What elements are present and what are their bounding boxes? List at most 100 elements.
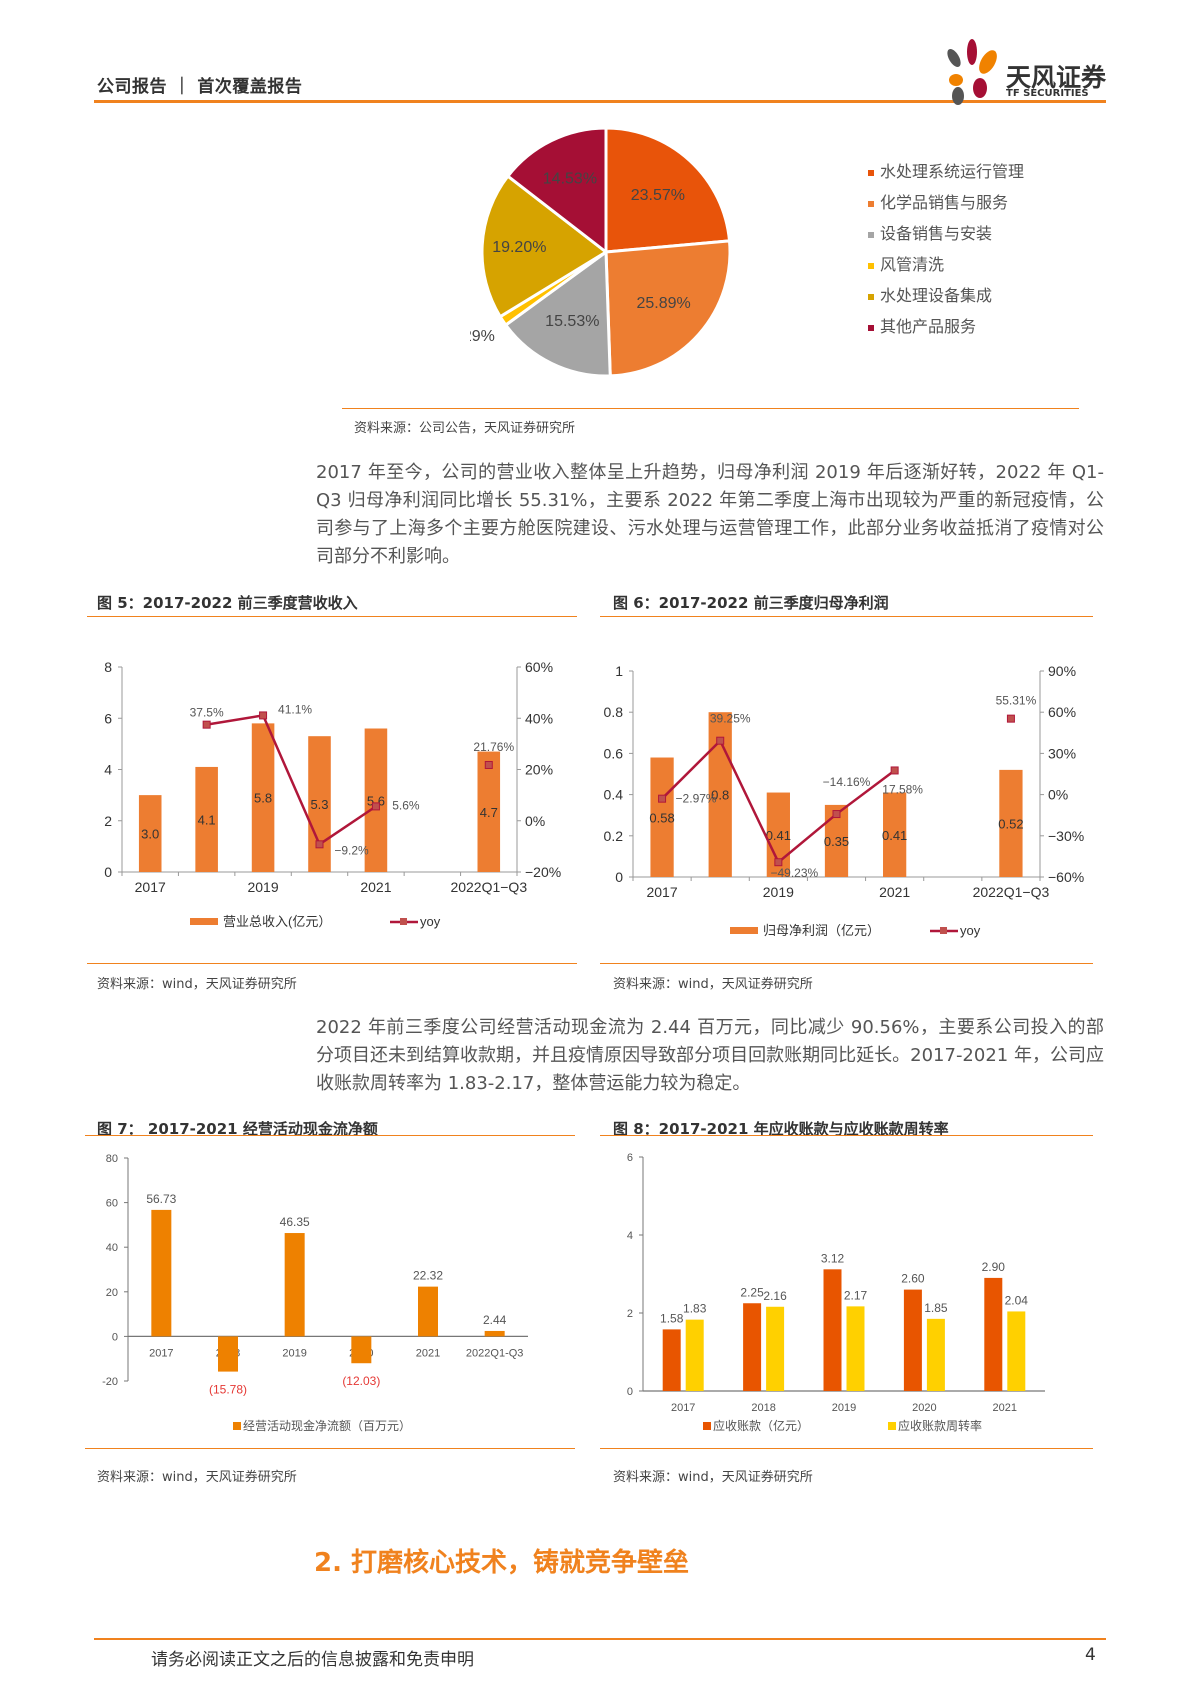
- bar: [743, 1303, 762, 1391]
- legend-label: 应收账款（亿元）: [713, 1418, 809, 1433]
- y-tick-label: 2: [104, 813, 112, 829]
- fig7-chart: -20020406080201756.732018(15.78)201946.3…: [102, 1153, 528, 1433]
- pie-slice: [604, 239, 732, 378]
- x-tick-label: 2017: [149, 1347, 173, 1359]
- x-tick-label: 2022Q1−Q3: [973, 884, 1050, 900]
- bar: [883, 792, 907, 877]
- fig6-source: 资料来源：wind，天风证券研究所: [613, 977, 813, 992]
- fig5-chart: 0 2 4 6 8 −20% 0% 20% 40% 60% 2017 3.0 4.1 2019 5.8 5.3…: [104, 659, 561, 929]
- fig6-title: 图 6：2017-2022 前三季度归母净利润: [613, 594, 889, 612]
- bar-value-label: 2.25: [740, 1285, 764, 1299]
- bar: [218, 1336, 238, 1372]
- pie-source: 资料来源：公司公告，天风证券研究所: [354, 421, 576, 436]
- yoy-value-label: 17.58%: [882, 782, 923, 796]
- bar: [195, 766, 218, 872]
- y2-tick-label: −60%: [1048, 869, 1084, 885]
- bar-value-label: (12.03): [342, 1374, 380, 1388]
- legend-swatch: [868, 324, 874, 331]
- bar-value-label: 1.58: [660, 1311, 684, 1325]
- y-tick-label: -20: [102, 1376, 118, 1388]
- y-tick-label: 2: [627, 1308, 633, 1320]
- yoy-marker: [371, 802, 380, 811]
- legend-swatch: [868, 231, 874, 238]
- x-tick-label: 2017: [646, 884, 677, 900]
- y-tick-label: 0: [104, 864, 112, 880]
- yoy-value-label: 55.31%: [996, 694, 1037, 708]
- bar-value-label: 0.41: [766, 828, 791, 843]
- legend-label: 经营活动现金净流额（百万元）: [243, 1418, 411, 1433]
- fig7-bottom-rule: [85, 1448, 575, 1449]
- bar-value-label: 5.8: [254, 791, 272, 806]
- y-tick-label: 0.8: [604, 704, 624, 720]
- bar: [251, 723, 275, 872]
- bar: [766, 1306, 785, 1391]
- y-tick-label: 40: [106, 1242, 118, 1254]
- yoy-value-label: 21.76%: [473, 740, 514, 754]
- fig6-bottom-rule: [600, 963, 1093, 964]
- x-tick-label: 2019: [832, 1402, 856, 1414]
- legend-label: 风管清洗: [880, 255, 945, 274]
- y2-tick-label: 60%: [1048, 704, 1076, 720]
- fig5-title-rule: [87, 616, 577, 617]
- legend-swatch: [868, 200, 874, 207]
- pie-slice-label: 1.29%: [470, 328, 495, 345]
- revenue-pie-chart: 23.57% 25.89% 15.53% 1.29% 19.20% 14.53%: [470, 126, 732, 378]
- legend-item: 其他产品服务: [868, 313, 1024, 344]
- yoy-marker: [1006, 714, 1015, 723]
- x-tick-label: 2017: [135, 879, 166, 895]
- bar-value-label: 4.1: [198, 812, 216, 827]
- x-tick-label: 2019: [247, 879, 278, 895]
- yoy-line: [206, 714, 377, 847]
- y2-tick-label: 40%: [525, 710, 553, 726]
- bar: [484, 1330, 505, 1337]
- yoy-marker: [484, 760, 493, 769]
- legend-item: 水处理设备集成: [868, 282, 1024, 313]
- fig5-title: 图 5：2017-2022 前三季度营收收入: [97, 594, 358, 612]
- fig5-source: 资料来源：wind，天风证券研究所: [97, 977, 297, 992]
- fig5-bottom-rule: [87, 963, 577, 964]
- bar: [685, 1319, 704, 1391]
- y-tick-label: 80: [106, 1153, 118, 1165]
- y-tick-label: 1: [615, 663, 623, 679]
- legend-bar-label: 归母净利润（亿元）: [763, 923, 880, 938]
- legend-item: 设备销售与安装: [868, 220, 1024, 251]
- legend-swatch: [703, 1422, 711, 1430]
- bar-value-label: 2.60: [901, 1272, 925, 1286]
- yoy-marker: [259, 711, 268, 720]
- fig8-chart: 0 2 4 6 2017 1.581.83 2018 2.25 2.16 2019 3.12 2.17…: [627, 1152, 1045, 1433]
- bar-value-label: 5.6: [367, 793, 385, 808]
- bar-value-label: 5.3: [310, 797, 328, 812]
- legend-label: 其他产品服务: [880, 317, 977, 336]
- section-heading: 2. 打磨核心技术，铸就竞争壁垒: [314, 1548, 690, 1578]
- y2-tick-label: −20%: [525, 864, 561, 880]
- bar: [477, 751, 501, 872]
- y2-tick-label: 30%: [1048, 745, 1076, 761]
- bar-value-label: 3.0: [141, 827, 159, 842]
- legend-label: 水处理设备集成: [880, 286, 993, 305]
- bar-value-label: 1.85: [924, 1301, 948, 1315]
- x-tick-label: 2019: [282, 1347, 306, 1359]
- y-tick-label: 20: [106, 1287, 118, 1299]
- header-rule: [94, 100, 1106, 103]
- y-tick-label: 6: [104, 710, 112, 726]
- y-tick-label: 8: [104, 659, 112, 675]
- bar: [364, 728, 388, 872]
- legend-line-marker: [400, 918, 407, 925]
- bar: [999, 769, 1023, 877]
- fig8-title: 图 8：2017-2021 年应收账款与应收账款周转率: [613, 1120, 949, 1138]
- source-rule: [342, 408, 1079, 409]
- legend-label: 设备销售与安装: [880, 224, 993, 243]
- legend-label: 应收账款周转率: [898, 1418, 982, 1433]
- legend-line-marker: [940, 927, 947, 934]
- bar: [846, 1306, 865, 1391]
- yoy-value-label: −49.23%: [770, 866, 818, 880]
- bar: [926, 1318, 945, 1391]
- pie-slice-label: 15.53%: [545, 313, 599, 330]
- yoy-value-label: −2.97%: [676, 792, 717, 806]
- legend-swatch: [868, 293, 874, 300]
- x-tick-label: 2019: [763, 884, 794, 900]
- bar: [138, 795, 162, 872]
- bar-value-label: 3.12: [821, 1251, 845, 1265]
- pie-slice-label: 25.89%: [636, 295, 690, 312]
- bar-value-label: 2.16: [763, 1289, 787, 1303]
